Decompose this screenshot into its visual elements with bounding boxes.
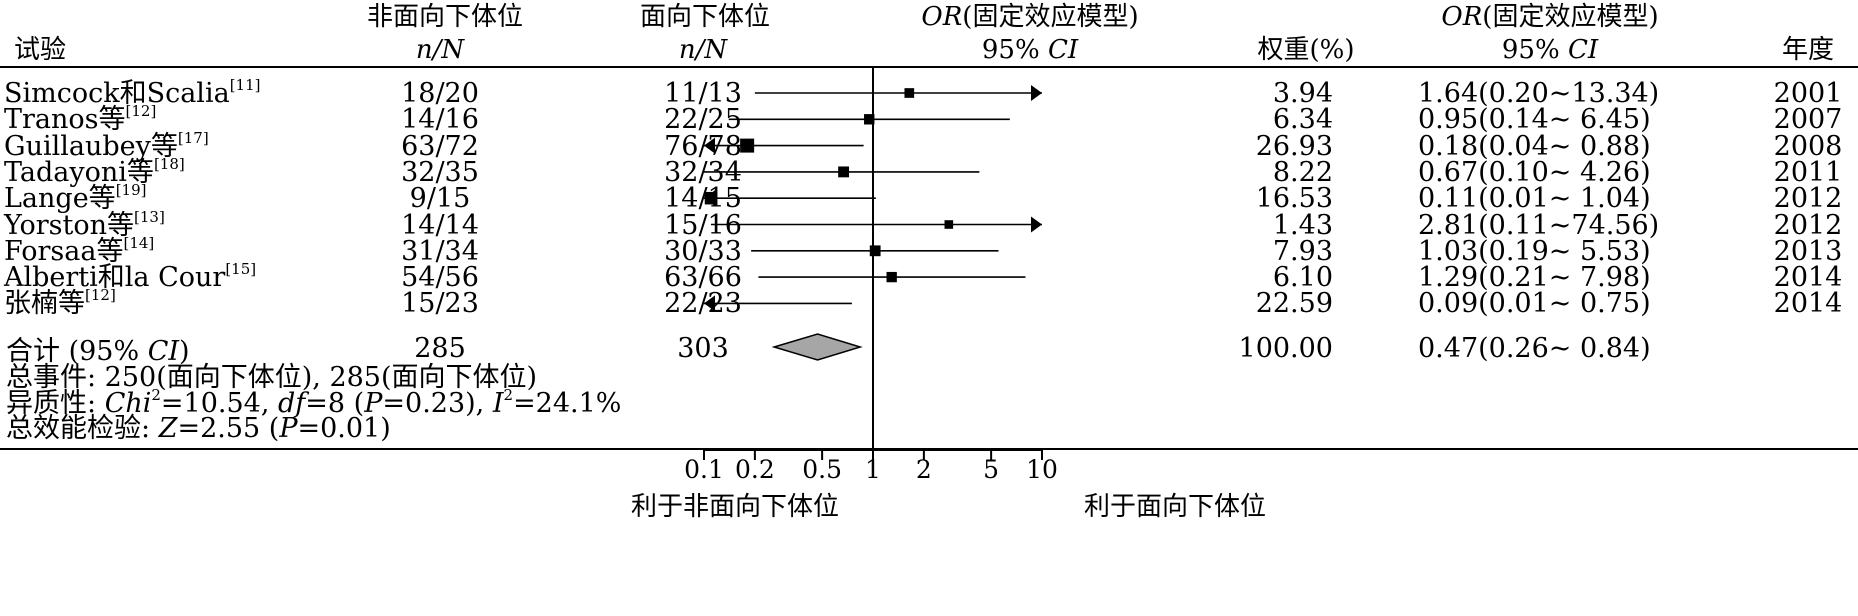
group1-header: 非面向下体位 <box>366 2 524 32</box>
study-name: Guillaubey等[17] <box>4 128 209 162</box>
study-year: 2008 <box>1773 130 1843 162</box>
trial-header: 试验 <box>14 35 67 65</box>
study-ci: 0.67(0.10~ 4.26) <box>1418 156 1651 188</box>
x-tick-label: 10 <box>1026 455 1058 484</box>
study-ci: 2.81(0.11~74.56) <box>1418 209 1660 241</box>
study-weight: 6.34 <box>1272 104 1333 136</box>
x-tick-label: 1 <box>865 455 881 484</box>
x-tick-label: 5 <box>983 455 999 484</box>
header-rule <box>0 66 1858 68</box>
study-g1: 31/34 <box>401 235 479 267</box>
study-ci: 0.95(0.14~ 6.45) <box>1418 104 1651 136</box>
study-name: Yorston等[13] <box>4 207 165 241</box>
study-name: Lange等[19] <box>4 181 147 215</box>
or-model-header-left: OR(固定效应模型) <box>921 2 1139 32</box>
study-year: 2013 <box>1773 235 1843 267</box>
ci-header-left: 95% CI <box>981 35 1079 65</box>
study-point <box>869 245 881 257</box>
study-weight: 16.53 <box>1255 183 1333 215</box>
pooled-diamond <box>771 333 863 361</box>
ci-arrow-left <box>704 137 715 154</box>
total-g2: 303 <box>677 333 729 364</box>
study-weight: 7.93 <box>1272 235 1333 267</box>
ci-arrow-left <box>704 295 715 312</box>
study-point <box>886 271 897 283</box>
study-g2: 63/66 <box>664 262 742 294</box>
study-name: Simcock和Scalia[11] <box>4 76 261 109</box>
study-year: 2014 <box>1773 262 1843 294</box>
heterogeneity-text: 异质性: Chi2=10.54, df=8 (P=0.23), I2=24.1% <box>6 386 622 419</box>
events-text: 总事件: 250(面向下体位), 285(面向下体位) <box>6 362 538 393</box>
study-g2: 11/13 <box>664 78 742 109</box>
x-tick-label: 2 <box>916 455 932 484</box>
year-header: 年度 <box>1781 35 1835 65</box>
study-point <box>704 191 718 205</box>
study-name: Tadayoni等[18] <box>4 154 185 188</box>
group2-header: 面向下体位 <box>639 2 771 32</box>
study-ci: 1.29(0.21~ 7.98) <box>1418 262 1651 294</box>
study-weight: 3.94 <box>1272 78 1333 109</box>
total-ci: 0.47(0.26~ 0.84) <box>1418 333 1651 364</box>
study-weight: 8.22 <box>1272 156 1333 188</box>
study-weight: 22.59 <box>1255 288 1333 320</box>
study-year: 2014 <box>1773 288 1843 320</box>
study-name: Forsaa等[14] <box>4 233 155 267</box>
study-point <box>740 138 755 153</box>
study-g1: 14/14 <box>401 209 479 241</box>
x-tick-label: 0.1 <box>684 455 724 484</box>
ci-arrow-right <box>1031 216 1042 233</box>
total-g1: 285 <box>414 333 466 364</box>
study-year: 2007 <box>1773 104 1843 136</box>
study-year: 2001 <box>1773 78 1843 109</box>
study-g1: 32/35 <box>401 156 479 188</box>
nN-header-1: n/N <box>415 35 465 65</box>
study-year: 2012 <box>1773 183 1843 215</box>
or-model-header-right: OR(固定效应模型) <box>1441 2 1659 32</box>
study-weight: 6.10 <box>1272 262 1333 294</box>
weight-header: 权重(%) <box>1257 35 1355 65</box>
ci-header-right: 95% CI <box>1501 35 1599 65</box>
study-g1: 9/15 <box>409 183 471 215</box>
study-weight: 1.43 <box>1272 209 1333 241</box>
study-g1: 14/16 <box>401 104 479 136</box>
study-point <box>864 114 875 125</box>
favours-right-label: 利于面向下体位 <box>1083 492 1267 522</box>
study-g2: 30/33 <box>664 235 742 267</box>
study-name: 张楠等[12] <box>4 286 116 320</box>
study-point <box>838 166 850 178</box>
study-year: 2011 <box>1773 156 1843 188</box>
favours-left-label: 利于非面向下体位 <box>630 492 840 522</box>
study-g1: 54/56 <box>401 262 479 294</box>
study-ci: 0.11(0.01~ 1.04) <box>1418 183 1651 215</box>
study-point <box>944 220 954 229</box>
study-name: Alberti和la Cour[15] <box>4 260 257 294</box>
study-g1: 63/72 <box>401 130 479 162</box>
study-g1: 15/23 <box>401 288 479 320</box>
overall-effect-text: 总效能检验: Z=2.55 (P=0.01) <box>6 413 391 444</box>
study-point <box>904 88 915 98</box>
ci-arrow-right <box>1031 85 1042 101</box>
study-ci: 1.03(0.19~ 5.53) <box>1418 235 1651 267</box>
study-weight: 26.93 <box>1255 130 1333 162</box>
x-tick-label: 0.2 <box>735 455 775 484</box>
study-name: Tranos等[12] <box>4 102 157 136</box>
total-weight: 100.00 <box>1238 333 1333 364</box>
nN-header-2: n/N <box>678 35 728 65</box>
total-label: 合计 (95% CI) <box>6 336 190 367</box>
x-tick-label: 0.5 <box>802 455 842 484</box>
study-ci: 1.64(0.20~13.34) <box>1418 78 1660 109</box>
study-ci: 0.18(0.04~ 0.88) <box>1418 130 1651 162</box>
study-g1: 18/20 <box>401 78 479 109</box>
study-year: 2012 <box>1773 209 1843 241</box>
study-ci: 0.09(0.01~ 0.75) <box>1418 288 1651 320</box>
